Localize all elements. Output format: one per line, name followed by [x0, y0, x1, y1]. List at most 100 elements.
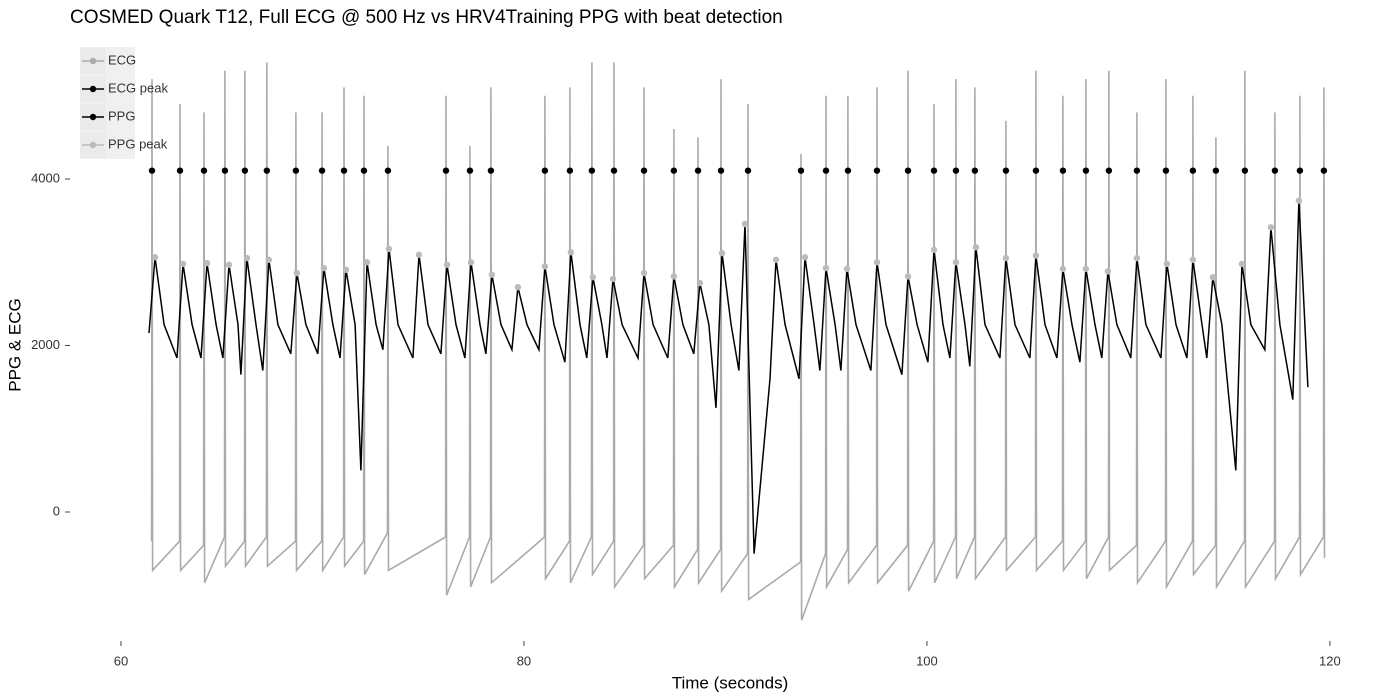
peak-point: [263, 167, 271, 174]
y-tick-label: 2000: [31, 337, 60, 352]
peak-point: [1212, 167, 1220, 174]
peak-point: [225, 261, 233, 268]
peak-point: [385, 245, 393, 253]
peak-point: [822, 264, 830, 272]
peak-point: [904, 167, 912, 174]
peak-point: [265, 256, 273, 263]
peak-point: [318, 167, 326, 174]
peak-point: [640, 269, 648, 277]
peak-point: [221, 167, 229, 174]
peak-point: [566, 167, 574, 174]
peak-point: [442, 167, 450, 174]
peak-point: [904, 273, 912, 280]
peak-point: [717, 167, 725, 174]
x-tick-label: 100: [916, 653, 938, 668]
peak-point: [1082, 167, 1090, 174]
peak-point: [844, 167, 852, 174]
peak-point: [243, 254, 251, 262]
peak-point: [718, 249, 726, 257]
peak-point: [151, 254, 159, 261]
legend-key-point: [89, 113, 97, 121]
peak-point: [670, 167, 678, 174]
peak-point: [1320, 167, 1328, 174]
peak-point: [1032, 167, 1040, 174]
peak-point: [741, 220, 749, 228]
legend-label: PPG: [108, 108, 135, 123]
peak-point: [1209, 274, 1217, 281]
peak-point: [1189, 256, 1197, 263]
peak-point: [541, 263, 549, 270]
peak-point: [1271, 167, 1279, 174]
peak-point: [1059, 265, 1067, 273]
peak-point: [200, 167, 208, 174]
peak-point: [1238, 260, 1246, 268]
peak-point: [1267, 224, 1275, 231]
chart-title: COSMED Quark T12, Full ECG @ 500 Hz vs H…: [70, 7, 783, 28]
peak-point: [772, 256, 780, 263]
x-tick-label: 120: [1319, 653, 1341, 668]
peak-point: [694, 167, 702, 174]
peak-point: [541, 167, 549, 174]
peak-point: [179, 260, 187, 268]
peak-point: [930, 246, 938, 253]
peak-point: [1295, 197, 1303, 204]
peak-point: [797, 167, 805, 174]
peak-point: [1104, 268, 1112, 275]
peak-point: [971, 167, 979, 174]
peak-point: [467, 259, 475, 266]
y-tick-label: 0: [53, 503, 60, 518]
peak-point: [873, 259, 881, 266]
peak-point: [342, 266, 350, 273]
x-tick-label: 60: [114, 653, 128, 668]
peak-point: [822, 167, 830, 174]
peak-point: [588, 167, 596, 174]
series-line: [148, 200, 1309, 554]
peak-point: [487, 167, 495, 174]
peak-point: [176, 167, 184, 174]
peak-point: [801, 254, 809, 261]
series-line: [150, 62, 1326, 621]
peak-point: [443, 261, 451, 268]
peak-point: [873, 167, 881, 174]
peak-point: [1082, 265, 1090, 273]
x-tick-label: 80: [517, 653, 531, 668]
peak-point: [293, 269, 301, 277]
peak-point: [148, 167, 156, 174]
peak-point: [320, 264, 328, 272]
peak-point: [360, 167, 368, 174]
peak-point: [1241, 167, 1249, 174]
legend: ECG ECG peak PPG PPG peak: [80, 47, 168, 159]
peak-point: [1133, 167, 1141, 174]
peak-point: [488, 271, 496, 278]
peak-point: [1163, 260, 1171, 268]
x-axis-label: Time (seconds): [672, 673, 789, 692]
peak-point: [363, 259, 371, 266]
peak-point: [609, 275, 617, 283]
peak-point: [1059, 167, 1067, 174]
legend-key-point: [89, 85, 97, 93]
peak-point: [843, 265, 851, 273]
peak-point: [610, 167, 618, 174]
peak-point: [1105, 167, 1113, 174]
peak-point: [972, 244, 980, 251]
peak-point: [696, 279, 704, 287]
peak-point: [415, 251, 423, 258]
peak-point: [567, 249, 575, 256]
peak-point: [1032, 252, 1040, 259]
peak-point: [466, 167, 474, 174]
y-axis-label: PPG & ECG: [5, 298, 24, 392]
legend-label: ECG peak: [108, 80, 168, 95]
peak-point: [589, 274, 597, 281]
peak-point: [514, 284, 522, 291]
peak-point: [292, 167, 300, 174]
peak-point: [1162, 167, 1170, 174]
peak-point: [1296, 167, 1304, 174]
peak-point: [384, 167, 392, 174]
legend-key-point: [89, 57, 97, 65]
peak-point: [952, 167, 960, 174]
peak-point: [930, 167, 938, 174]
peak-point: [1133, 254, 1141, 262]
peak-point: [340, 167, 348, 174]
